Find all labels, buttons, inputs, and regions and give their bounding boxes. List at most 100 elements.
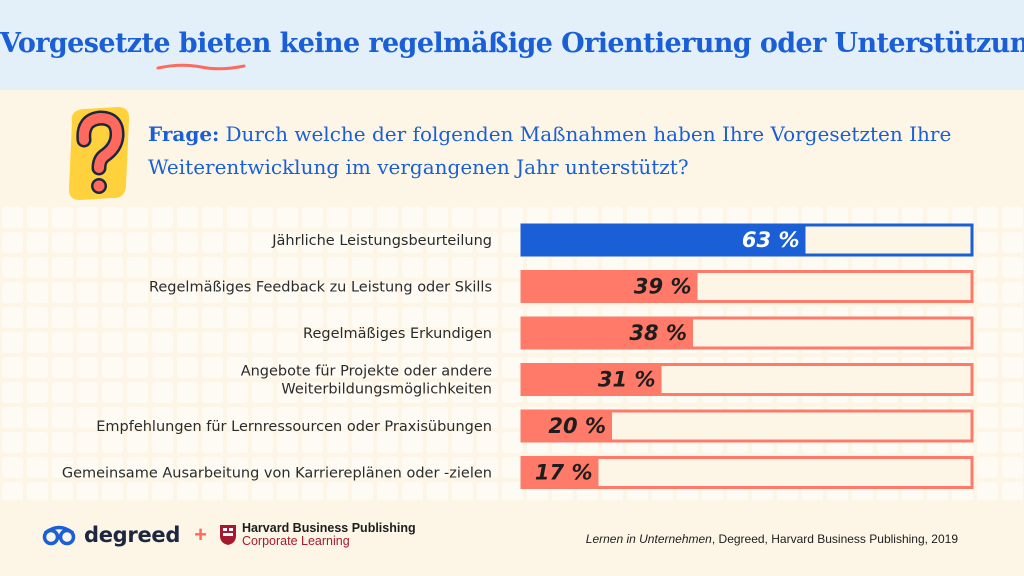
grid-tile — [302, 232, 323, 253]
grid-tile — [77, 457, 98, 478]
value-label: 31 % — [598, 368, 656, 392]
grid-tile — [152, 382, 173, 403]
grid-tile — [77, 432, 98, 453]
grid-tile — [302, 307, 323, 328]
grid-tile — [327, 482, 348, 500]
grid-tile — [2, 282, 23, 303]
grid-tile — [352, 407, 373, 428]
grid-tile — [102, 382, 123, 403]
grid-tile — [1002, 282, 1023, 303]
grid-tile — [177, 257, 198, 278]
grid-tile — [227, 232, 248, 253]
grid-tile — [277, 307, 298, 328]
grid-tile — [402, 407, 423, 428]
grid-tile — [227, 357, 248, 378]
grid-tile — [427, 457, 448, 478]
grid-tile — [502, 407, 523, 428]
grid-tile — [102, 232, 123, 253]
grid-tile — [152, 207, 173, 228]
grid-tile — [652, 207, 673, 228]
grid-tile — [52, 207, 73, 228]
grid-tile — [177, 407, 198, 428]
grid-tile — [52, 382, 73, 403]
grid-tile — [477, 282, 498, 303]
grid-tile — [2, 307, 23, 328]
grid-tile — [202, 332, 223, 353]
grid-tile — [227, 432, 248, 453]
grid-tile — [977, 207, 998, 228]
grid-tile — [52, 432, 73, 453]
header-band — [0, 0, 1024, 90]
grid-tile — [302, 432, 323, 453]
grid-tile — [977, 432, 998, 453]
grid-tile — [402, 357, 423, 378]
grid-tile — [452, 232, 473, 253]
grid-tile — [1002, 432, 1023, 453]
grid-tile — [102, 307, 123, 328]
grid-tile — [477, 482, 498, 500]
grid-tile — [202, 307, 223, 328]
bar — [522, 457, 599, 488]
grid-tile — [302, 207, 323, 228]
grid-tile — [327, 382, 348, 403]
grid-tile — [377, 357, 398, 378]
value-label: 63 % — [742, 228, 800, 252]
grid-tile — [402, 457, 423, 478]
grid-tile — [27, 357, 48, 378]
grid-tile — [502, 482, 523, 500]
grid-tile — [127, 307, 148, 328]
grid-tile — [452, 382, 473, 403]
grid-tile — [377, 332, 398, 353]
grid-tile — [77, 307, 98, 328]
grid-tile — [427, 232, 448, 253]
grid-tile — [452, 257, 473, 278]
title-underline — [156, 63, 246, 71]
grid-tile — [227, 207, 248, 228]
grid-tile — [52, 307, 73, 328]
grid-tile — [1002, 332, 1023, 353]
grid-tile — [302, 332, 323, 353]
value-label: 38 % — [629, 321, 687, 345]
grid-tile — [77, 257, 98, 278]
grid-tile — [277, 407, 298, 428]
grid-tile — [152, 357, 173, 378]
grid-tile — [52, 457, 73, 478]
grid-tile — [52, 282, 73, 303]
grid-tile — [277, 282, 298, 303]
grid-tile — [27, 257, 48, 278]
grid-tile — [977, 482, 998, 500]
grid-tile — [977, 457, 998, 478]
category-label: Jährliche Leistungsbeurteilung — [271, 233, 492, 249]
source-note: Lernen in Unternehmen, Degreed, Harvard … — [586, 532, 958, 546]
grid-tile — [1002, 232, 1023, 253]
grid-tile — [427, 207, 448, 228]
grid-tile — [352, 257, 373, 278]
bar-row: 38 % Regelmäßiges Erkundigen — [303, 316, 974, 350]
grid-tile — [252, 232, 273, 253]
grid-tile — [327, 207, 348, 228]
grid-tile — [152, 457, 173, 478]
grid-tile — [102, 332, 123, 353]
grid-tile — [202, 382, 223, 403]
grid-tile — [1002, 357, 1023, 378]
grid-tile — [177, 332, 198, 353]
value-label: 17 % — [535, 461, 593, 485]
grid-tile — [502, 232, 523, 253]
grid-tile — [377, 407, 398, 428]
grid-tile — [2, 232, 23, 253]
grid-tile — [452, 457, 473, 478]
grid-tile — [277, 207, 298, 228]
grid-tile — [1002, 457, 1023, 478]
grid-tile — [127, 482, 148, 500]
grid-tile — [227, 282, 248, 303]
source-rest: , Degreed, Harvard Business Publishing, … — [711, 532, 958, 546]
grid-tile — [27, 232, 48, 253]
grid-tile — [77, 282, 98, 303]
bar-row: 39 % Regelmäßiges Feedback zu Leistung od… — [149, 270, 974, 303]
grid-tile — [302, 282, 323, 303]
grid-tile — [727, 207, 748, 228]
grid-tile — [327, 407, 348, 428]
grid-tile — [377, 232, 398, 253]
grid-tile — [202, 457, 223, 478]
bar — [522, 364, 662, 395]
